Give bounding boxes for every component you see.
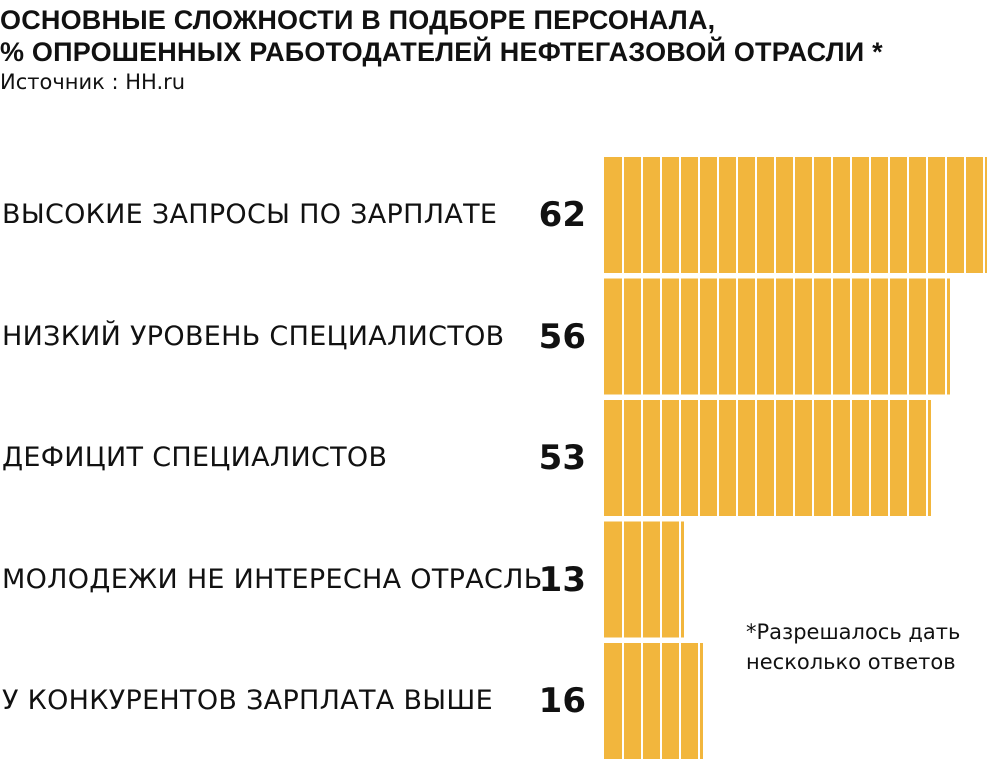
value-label: 53 — [538, 438, 586, 478]
bar-1 — [604, 157, 987, 273]
bar-3 — [604, 400, 931, 516]
value-label: 62 — [538, 195, 586, 235]
footnote-line-2: несколько ответов — [746, 650, 956, 674]
chart-title-line-1: ОСНОВНЫЕ СЛОЖНОСТИ В ПОДБОРЕ ПЕРСОНАЛА, — [0, 5, 716, 35]
category-label: ВЫСОКИЕ ЗАПРОСЫ ПО ЗАРПЛАТЕ — [2, 199, 498, 230]
bar-fill — [604, 643, 703, 759]
category-label: НИЗКИЙ УРОВЕНЬ СПЕЦИАЛИСТОВ — [2, 320, 505, 352]
value-label: 16 — [538, 681, 586, 721]
bar-fill — [604, 278, 950, 395]
footnote: *Разрешалось дать несколько ответов — [746, 617, 960, 677]
footnote-line-1: *Разрешалось дать — [746, 620, 961, 644]
category-label: У КОНКУРЕНТОВ ЗАРПЛАТА ВЫШЕ — [2, 685, 493, 716]
chart-title-line-2: % ОПРОШЕННЫХ РАБОТОДАТЕЛЕЙ НЕФТЕГАЗОВОЙ … — [0, 37, 883, 67]
source-text: Источник : HH.ru — [0, 70, 186, 94]
bar-fill — [604, 521, 684, 638]
bar-fill — [604, 400, 931, 516]
category-label: ДЕФИЦИТ СПЕЦИАЛИСТОВ — [2, 442, 388, 473]
category-label: МОЛОДЕЖИ НЕ ИНТЕРЕСНА ОТРАСЛЬ — [2, 563, 543, 595]
bar-4 — [604, 521, 684, 638]
value-label: 56 — [538, 316, 586, 357]
chart-title: ОСНОВНЫЕ СЛОЖНОСТИ В ПОДБОРЕ ПЕРСОНАЛА, … — [0, 4, 1000, 68]
value-label: 13 — [538, 559, 586, 600]
bar-fill — [604, 157, 987, 273]
bar-5 — [604, 643, 703, 759]
bar-2 — [604, 278, 950, 395]
